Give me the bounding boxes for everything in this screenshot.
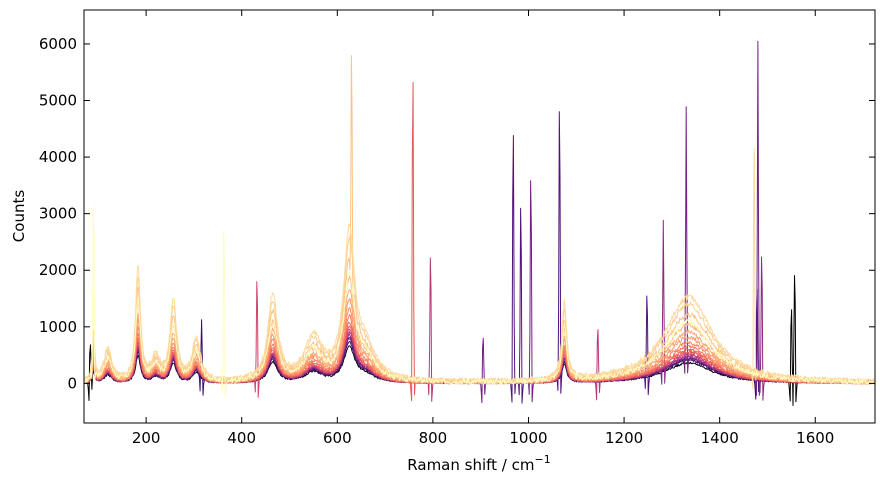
y-tick-label: 5000 bbox=[39, 92, 77, 110]
y-tick-label: 4000 bbox=[39, 148, 77, 166]
x-axis-label: Raman shift / cm−1 bbox=[407, 453, 550, 474]
x-tick-label: 800 bbox=[419, 429, 448, 447]
y-axis-label: Counts bbox=[10, 190, 28, 243]
plot-frame bbox=[83, 9, 876, 424]
y-tick-label: 6000 bbox=[39, 35, 77, 53]
x-axis-label-superscript: −1 bbox=[534, 453, 550, 466]
series-layer bbox=[84, 40, 875, 406]
x-tick-label: 400 bbox=[227, 429, 256, 447]
y-tick-label: 3000 bbox=[39, 205, 77, 223]
y-tick-label: 2000 bbox=[39, 261, 77, 279]
x-tick-label: 200 bbox=[132, 429, 161, 447]
y-tick-label: 1000 bbox=[39, 318, 77, 336]
x-tick-label: 1000 bbox=[509, 429, 547, 447]
x-axis-label-main: Raman shift / cm bbox=[407, 456, 534, 474]
x-tick-label: 1400 bbox=[701, 429, 739, 447]
x-tick-label: 1200 bbox=[605, 429, 643, 447]
x-tick-label: 600 bbox=[323, 429, 352, 447]
y-tick-label: 0 bbox=[67, 374, 77, 392]
series-line-s18 bbox=[84, 206, 875, 399]
x-tick-label: 1600 bbox=[796, 429, 834, 447]
tick-layer: 200 400 600 800 1000 1200 1400 1600 0 1000 2000 300… bbox=[39, 10, 875, 447]
